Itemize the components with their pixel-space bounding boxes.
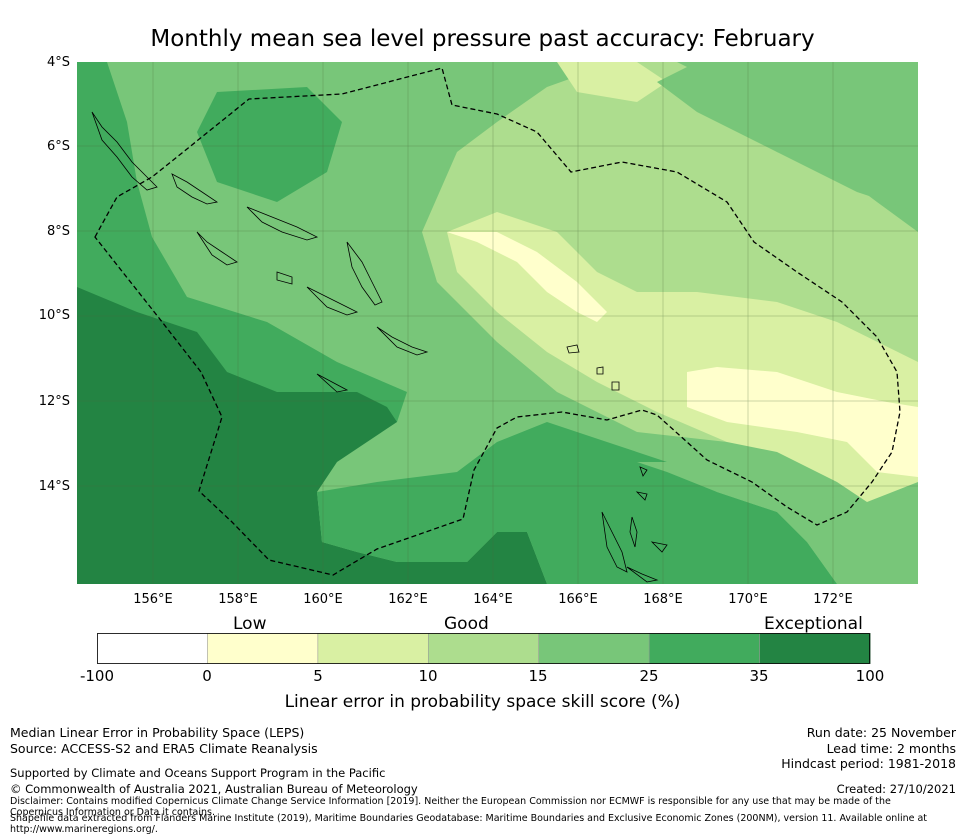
legend-swatch-4 — [538, 633, 650, 664]
footer-hindcast: Hindcast period: 1981-2018 — [781, 756, 956, 771]
footer-lead-time: Lead time: 2 months — [826, 741, 956, 756]
legend-tick-10: 10 — [418, 667, 438, 685]
legend-swatch-1 — [207, 633, 319, 664]
lat-label-8s: 8°S — [46, 224, 70, 239]
footer-disclaimer: Disclaimer: Contains modified Copernicus… — [10, 796, 891, 818]
legend-tick-100: 100 — [855, 667, 885, 685]
footer-copyright: © Commonwealth of Australia 2021, Austra… — [10, 782, 418, 796]
lat-label-6s: 6°S — [46, 139, 70, 154]
skill-region-south-medium — [317, 422, 837, 584]
lon-label-166e: 166°E — [558, 592, 598, 607]
footer-run-date: Run date: 25 November — [806, 725, 956, 740]
lat-label-14s: 14°S — [38, 479, 70, 494]
legend-tick-15: 15 — [528, 667, 548, 685]
lon-label-162e: 162°E — [388, 592, 428, 607]
legend-category-exceptional: Exceptional — [764, 614, 863, 634]
skill-region-southwest-dark — [77, 287, 547, 584]
legend-tick-0: 0 — [202, 667, 212, 685]
legend-tick-5: 5 — [313, 667, 323, 685]
lon-label-156e: 156°E — [133, 592, 173, 607]
skill-region-north-lighter — [557, 62, 667, 102]
lat-label-12s: 12°S — [38, 394, 70, 409]
lat-label-4s: 4°S — [46, 55, 70, 70]
footer-created: Created: 27/10/2021 — [836, 782, 956, 796]
island-outlines — [91, 111, 668, 583]
skill-region-northeast — [657, 62, 918, 212]
lon-label-164e: 164°E — [473, 592, 513, 607]
map-title: Monthly mean sea level pressure past acc… — [150, 26, 815, 52]
map-gridlines — [77, 62, 918, 584]
legend-swatch-6 — [759, 633, 871, 664]
legend-category-good: Good — [444, 614, 489, 634]
footer-shapefile: Shapefile data extracted from Flanders M… — [10, 813, 928, 835]
legend-tick-25: 25 — [639, 667, 659, 685]
skill-region-north-medium — [197, 87, 342, 202]
footer-support: Supported by Climate and Oceans Support … — [10, 766, 386, 780]
legend-tick-minus100: -100 — [79, 667, 115, 685]
legend-swatch-0 — [97, 633, 209, 664]
legend-swatch-2 — [317, 633, 430, 664]
lat-label-10s: 10°S — [38, 308, 70, 323]
lon-label-160e: 160°E — [303, 592, 343, 607]
legend-colorbar — [97, 633, 871, 664]
skill-region-southeast-light — [637, 462, 918, 584]
skill-region-low-east — [687, 367, 918, 477]
skill-region-low-west — [447, 232, 607, 322]
lon-label-170e: 170°E — [728, 592, 768, 607]
lon-label-172e: 172°E — [813, 592, 853, 607]
legend-category-low: Low — [233, 614, 267, 634]
lon-label-168e: 168°E — [643, 592, 683, 607]
footer-source: Source: ACCESS-S2 and ERA5 Climate Reana… — [10, 741, 318, 756]
legend-swatch-3 — [427, 633, 540, 664]
legend-swatch-5 — [648, 633, 761, 664]
lon-label-158e: 158°E — [218, 592, 258, 607]
skill-score-map — [77, 62, 918, 584]
legend-axis-label: Linear error in probability space skill … — [284, 692, 681, 712]
legend-tick-35: 35 — [749, 667, 769, 685]
footer-method: Median Linear Error in Probability Space… — [10, 725, 305, 740]
eez-boundary — [94, 67, 901, 576]
